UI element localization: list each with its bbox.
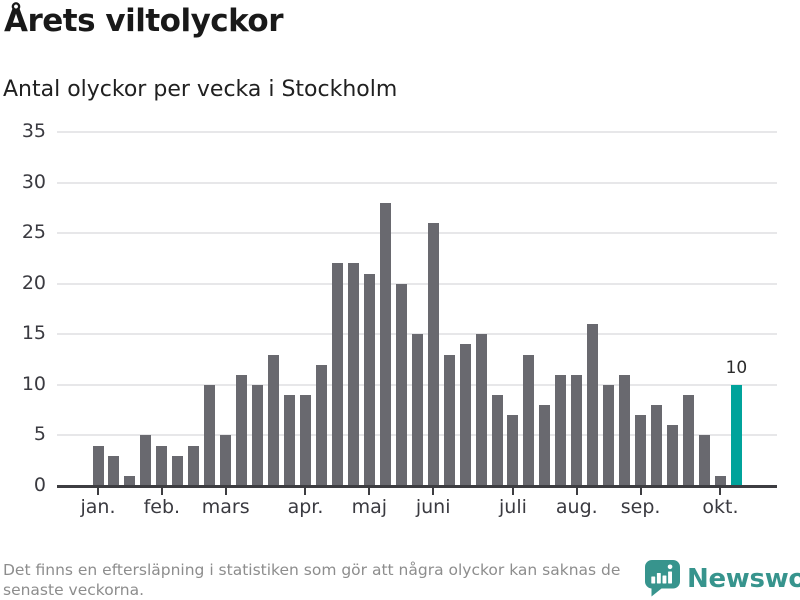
y-axis-tick-label: 10 xyxy=(21,372,46,395)
y-axis-tick-label: 35 xyxy=(21,120,46,142)
x-axis-label-sep: sep. xyxy=(620,496,661,518)
bar-week-40 xyxy=(714,475,726,486)
y-axis-tick-label: 30 xyxy=(21,170,46,193)
bar-week-3 xyxy=(124,475,136,486)
x-axis-label-mars: mars xyxy=(201,496,250,518)
bar-week-12 xyxy=(268,354,280,486)
newsworthy-bubble-chart-icon xyxy=(645,560,680,597)
bar-week-36 xyxy=(651,405,663,486)
gridline-y-30 xyxy=(57,181,777,184)
highlight-value-label: 10 xyxy=(725,357,748,378)
bar-week-2 xyxy=(108,455,120,486)
bar-week-17 xyxy=(347,263,359,486)
x-axis-tick-juni xyxy=(432,488,435,495)
bar-week-9 xyxy=(220,435,232,486)
bar-week-10 xyxy=(236,374,248,486)
bar-week-18 xyxy=(363,273,375,486)
bar-week-1 xyxy=(92,445,104,486)
bar-week-21 xyxy=(411,334,423,486)
bar-week-6 xyxy=(172,455,184,486)
x-axis-label-okt: okt. xyxy=(702,496,739,518)
bar-week-16 xyxy=(331,263,343,486)
bar-week-7 xyxy=(188,445,200,486)
bar-week-20 xyxy=(395,283,407,486)
bar-week-37 xyxy=(667,425,679,486)
x-axis-tick-aug xyxy=(575,488,578,495)
x-axis-tick-okt xyxy=(719,488,722,495)
bar-week-8 xyxy=(204,384,216,486)
bar-week-23 xyxy=(443,354,455,486)
bar-week-38 xyxy=(683,394,695,486)
bar-week-25 xyxy=(475,334,487,486)
gridline-y-20 xyxy=(57,282,777,285)
x-axis-tick-juli xyxy=(511,488,514,495)
bar-week-28 xyxy=(523,354,535,486)
bar-week-31 xyxy=(571,374,583,486)
x-axis-label-juli: juli xyxy=(499,496,527,518)
x-axis-label-maj: maj xyxy=(351,496,388,518)
x-axis-tick-feb xyxy=(160,488,163,495)
bar-chart-plot-area: 0 5 10 15 20 25 30 35 jan. feb. mars apr. maj juni jul… xyxy=(21,120,777,518)
gridline-y-25 xyxy=(57,232,777,235)
newsworthy-logo: Newsworthy xyxy=(645,560,800,597)
bar-week-33 xyxy=(603,384,615,486)
footer-note-line: Det finns en eftersläpning i statistiken… xyxy=(3,561,621,579)
y-axis-tick-label: 0 xyxy=(33,474,46,496)
bar-week-29 xyxy=(539,405,551,486)
newsworthy-wordmark: Newsworthy xyxy=(687,563,800,594)
x-axis-label-feb: feb. xyxy=(143,496,181,518)
bar-week-14 xyxy=(299,394,311,486)
bar-week-13 xyxy=(284,394,296,486)
x-axis-label-juni: juni xyxy=(415,496,451,518)
bar-week-5 xyxy=(156,445,168,486)
bar-week-24 xyxy=(459,344,471,486)
y-axis-tick-label: 20 xyxy=(21,271,46,294)
bar-week-32 xyxy=(587,324,599,486)
chart-title: Årets viltolyckor xyxy=(4,3,284,39)
chart-subtitle: Antal olyckor per vecka i Stockholm xyxy=(3,77,398,102)
y-axis-tick-label: 15 xyxy=(21,322,46,345)
bar-week-4 xyxy=(140,435,152,486)
bar-week-22 xyxy=(427,223,439,486)
x-axis-tick-apr xyxy=(304,488,307,495)
bar-week-15 xyxy=(315,364,327,486)
gridline-y-35 xyxy=(57,131,777,133)
x-axis-tick-mars xyxy=(224,488,227,495)
y-axis-tick-label: 25 xyxy=(21,221,46,244)
x-axis-tick-maj xyxy=(368,488,371,495)
bar-week-34 xyxy=(619,374,631,486)
x-axis-label-apr: apr. xyxy=(287,496,324,518)
bar-week-35 xyxy=(635,415,647,486)
x-axis-label-jan: jan. xyxy=(80,496,116,518)
x-axis-line xyxy=(57,485,777,488)
footer-note: Det finns en eftersläpning i statistiken… xyxy=(3,561,628,600)
x-axis-label-aug: aug. xyxy=(555,496,598,518)
bar-week-27 xyxy=(507,415,519,486)
bar-week-11 xyxy=(252,384,264,486)
bar-week-39 xyxy=(698,435,710,486)
bar-week-30 xyxy=(555,374,567,486)
y-axis-tick-label: 5 xyxy=(33,423,46,446)
x-axis-tick-sep xyxy=(639,488,642,495)
bar-week-26 xyxy=(491,394,503,486)
bar-week-41 xyxy=(730,384,742,486)
x-axis-tick-jan xyxy=(97,488,99,495)
footer-note-line: senaste veckorna. xyxy=(3,580,145,599)
bar-week-19 xyxy=(379,202,391,486)
